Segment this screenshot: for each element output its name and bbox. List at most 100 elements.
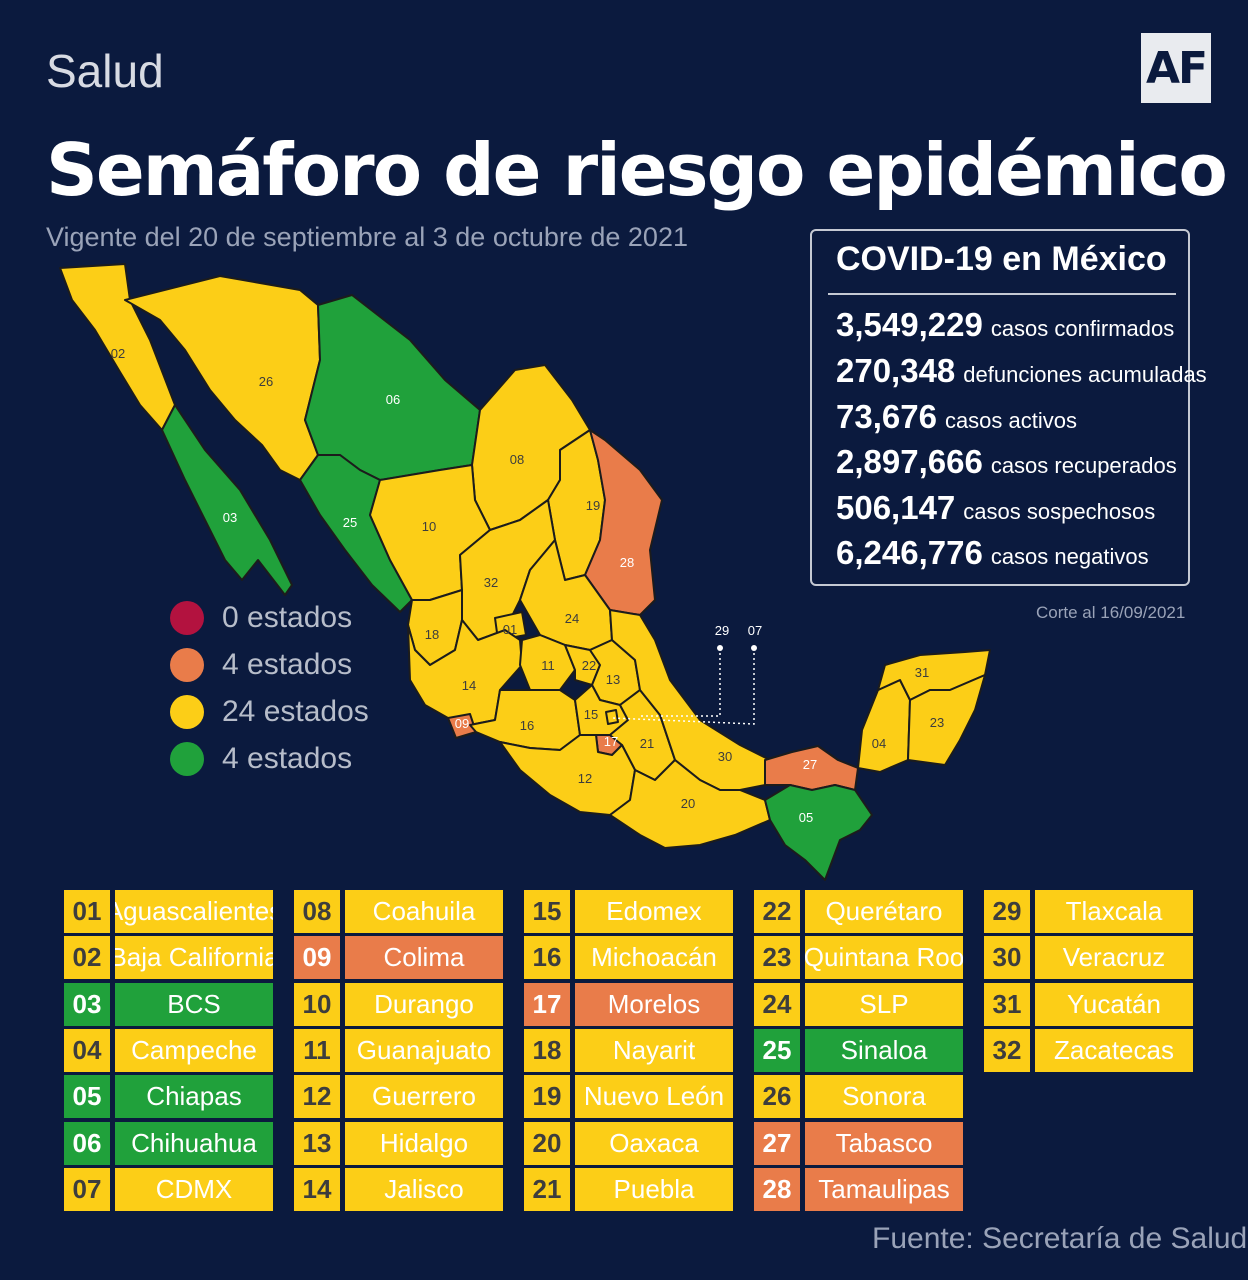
svg-text:28: 28: [620, 555, 634, 570]
svg-text:15: 15: [584, 707, 598, 722]
state-code: 16: [524, 936, 570, 979]
mexico-risk-map: 02 03 26 06 25 08 10 19 28 32 24 18 01 1…: [59, 263, 991, 881]
state-code: 23: [754, 936, 800, 979]
svg-text:32: 32: [484, 575, 498, 590]
legend-label: 0 estados: [222, 601, 353, 634]
cutoff-date: Corte al 16/09/2021: [1036, 603, 1186, 622]
stat-value: 3,549,229: [836, 306, 983, 343]
page-title: Semáforo de riesgo epidémico: [46, 128, 1228, 212]
svg-text:31: 31: [915, 665, 929, 680]
state-code: 09: [294, 936, 340, 979]
state-code: 11: [294, 1029, 340, 1072]
state-name: Michoacán: [575, 936, 733, 979]
state-name: Coahuila: [345, 890, 503, 933]
stat-label: defunciones acumuladas: [963, 362, 1207, 387]
source-credit: Fuente: Secretaría de Salud: [872, 1222, 1248, 1255]
svg-text:02: 02: [111, 346, 125, 361]
stat-value: 506,147: [836, 489, 956, 526]
svg-text:22: 22: [582, 658, 596, 673]
state-name: Chihuahua: [115, 1122, 273, 1165]
stats-title: COVID-19 en México: [836, 240, 1167, 278]
state-code: 01: [64, 890, 110, 933]
state-name: Aguascalientes: [115, 890, 273, 933]
svg-text:17: 17: [604, 734, 618, 749]
legend-label: 4 estados: [222, 742, 353, 775]
svg-text:04: 04: [872, 736, 886, 751]
state-name: CDMX: [115, 1168, 273, 1211]
state-code: 31: [984, 983, 1030, 1026]
svg-text:19: 19: [586, 498, 600, 513]
state-name: Jalisco: [345, 1168, 503, 1211]
state-code: 30: [984, 936, 1030, 979]
stat-label: casos negativos: [990, 544, 1149, 569]
yellow-dot-icon: [170, 695, 204, 729]
state-code: 17: [524, 983, 570, 1026]
state-name: Tlaxcala: [1035, 890, 1193, 933]
svg-text:13: 13: [606, 672, 620, 687]
legend-item-green: 4 estados: [170, 741, 352, 777]
stat-deaths: 270,348 defunciones acumuladas: [836, 352, 1207, 390]
svg-text:03: 03: [223, 510, 237, 525]
state-name: Sonora: [805, 1075, 963, 1118]
state-code: 25: [754, 1029, 800, 1072]
callout-dot-29: [717, 645, 723, 651]
stat-label: casos activos: [944, 408, 1077, 433]
svg-text:29: 29: [715, 623, 729, 638]
callout-dot-07: [751, 645, 757, 651]
svg-text:08: 08: [510, 452, 524, 467]
state-code: 02: [64, 936, 110, 979]
stat-confirmed: 3,549,229 casos confirmados: [836, 306, 1174, 344]
svg-text:21: 21: [640, 736, 654, 751]
state-code: 32: [984, 1029, 1030, 1072]
orange-dot-icon: [170, 648, 204, 682]
state-code: 27: [754, 1122, 800, 1165]
svg-text:18: 18: [425, 627, 439, 642]
state-name: Nuevo León: [575, 1075, 733, 1118]
state-code: 20: [524, 1122, 570, 1165]
state-name: Veracruz: [1035, 936, 1193, 979]
svg-text:27: 27: [803, 757, 817, 772]
stat-label: casos sospechosos: [963, 499, 1156, 524]
svg-text:14: 14: [462, 678, 476, 693]
svg-text:16: 16: [520, 718, 534, 733]
svg-text:10: 10: [422, 519, 436, 534]
state-name: SLP: [805, 983, 963, 1026]
state-name: Morelos: [575, 983, 733, 1026]
state-code: 07: [64, 1168, 110, 1211]
legend-label: 4 estados: [222, 648, 353, 681]
legend-item-red: 0 estados: [170, 600, 352, 636]
state-name: Tamaulipas: [805, 1168, 963, 1211]
svg-text:23: 23: [930, 715, 944, 730]
svg-text:26: 26: [259, 374, 273, 389]
state-code: 04: [64, 1029, 110, 1072]
state-name: Querétaro: [805, 890, 963, 933]
state-code: 22: [754, 890, 800, 933]
state-11-guanajuato: [519, 634, 576, 691]
state-code: 28: [754, 1168, 800, 1211]
stat-suspected: 506,147 casos sospechosos: [836, 489, 1155, 527]
red-dot-icon: [170, 601, 204, 635]
state-name: Zacatecas: [1035, 1029, 1193, 1072]
state-name: Nayarit: [575, 1029, 733, 1072]
stat-value: 6,246,776: [836, 534, 983, 571]
svg-text:07: 07: [748, 623, 762, 638]
state-code: 19: [524, 1075, 570, 1118]
state-03-bcs: [161, 404, 293, 596]
legend-label: 24 estados: [222, 695, 369, 728]
state-name: Chiapas: [115, 1075, 273, 1118]
state-code: 03: [64, 983, 110, 1026]
stat-value: 2,897,666: [836, 443, 983, 480]
state-name: Sinaloa: [805, 1029, 963, 1072]
state-name: Campeche: [115, 1029, 273, 1072]
green-dot-icon: [170, 742, 204, 776]
state-code: 18: [524, 1029, 570, 1072]
state-name: Durango: [345, 983, 503, 1026]
svg-text:01: 01: [503, 622, 517, 637]
section-label: Salud: [46, 45, 164, 97]
svg-text:09: 09: [455, 716, 469, 731]
state-code: 06: [64, 1122, 110, 1165]
svg-text:25: 25: [343, 515, 357, 530]
callout-lines: [611, 648, 755, 725]
state-20-oaxaca: [609, 759, 771, 849]
state-name: Guerrero: [345, 1075, 503, 1118]
